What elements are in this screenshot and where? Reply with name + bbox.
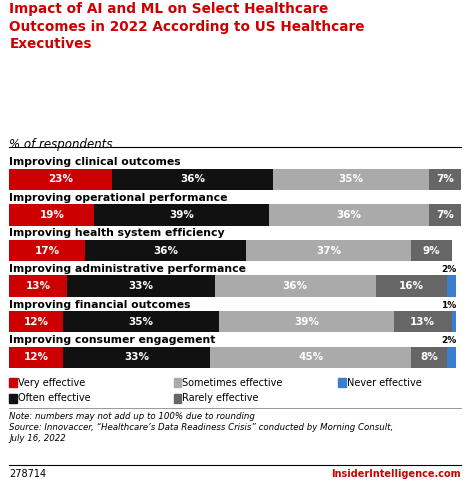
- Text: 12%: 12%: [24, 352, 49, 362]
- Text: 7%: 7%: [436, 174, 454, 185]
- Bar: [211, 346, 411, 368]
- Text: 13%: 13%: [26, 281, 51, 291]
- Text: 19%: 19%: [39, 210, 64, 220]
- Bar: [9, 275, 68, 297]
- Text: Never effective: Never effective: [347, 378, 422, 387]
- Bar: [452, 311, 456, 332]
- Text: 45%: 45%: [298, 352, 323, 362]
- Bar: [86, 240, 246, 261]
- Text: Rarely effective: Rarely effective: [182, 394, 259, 403]
- Text: 8%: 8%: [421, 352, 438, 362]
- Bar: [9, 311, 63, 332]
- Text: Improving operational performance: Improving operational performance: [9, 193, 228, 203]
- Text: 35%: 35%: [129, 317, 154, 327]
- Text: Sometimes effective: Sometimes effective: [182, 378, 283, 387]
- Text: 16%: 16%: [399, 281, 424, 291]
- Text: 7%: 7%: [436, 210, 454, 220]
- Bar: [68, 275, 215, 297]
- Text: 2%: 2%: [441, 265, 456, 274]
- Text: 17%: 17%: [35, 245, 60, 256]
- Bar: [246, 240, 411, 261]
- Text: Improving clinical outcomes: Improving clinical outcomes: [9, 157, 181, 167]
- Text: % of respondents: % of respondents: [9, 138, 113, 151]
- Bar: [268, 204, 429, 226]
- Text: InsiderIntelligence.com: InsiderIntelligence.com: [331, 469, 461, 480]
- Text: 278714: 278714: [9, 469, 47, 480]
- Text: Improving health system efficiency: Improving health system efficiency: [9, 228, 225, 239]
- Text: 39%: 39%: [294, 317, 319, 327]
- Bar: [376, 275, 447, 297]
- Bar: [112, 169, 273, 190]
- Bar: [9, 346, 63, 368]
- Bar: [9, 240, 86, 261]
- Text: 36%: 36%: [153, 245, 178, 256]
- Text: 36%: 36%: [283, 281, 308, 291]
- Text: 39%: 39%: [169, 210, 194, 220]
- Bar: [219, 311, 393, 332]
- Text: Impact of AI and ML on Select Healthcare
Outcomes in 2022 According to US Health: Impact of AI and ML on Select Healthcare…: [9, 2, 365, 51]
- Bar: [63, 346, 211, 368]
- Bar: [411, 240, 452, 261]
- Text: Very effective: Very effective: [18, 378, 85, 387]
- Bar: [429, 204, 461, 226]
- Bar: [9, 169, 112, 190]
- Bar: [393, 311, 452, 332]
- Bar: [447, 275, 456, 297]
- Bar: [429, 169, 461, 190]
- Text: 2%: 2%: [441, 336, 456, 345]
- Text: Improving administrative performance: Improving administrative performance: [9, 264, 246, 274]
- Text: Improving consumer engagement: Improving consumer engagement: [9, 335, 216, 345]
- Text: 9%: 9%: [423, 245, 440, 256]
- Bar: [63, 311, 219, 332]
- Bar: [273, 169, 429, 190]
- Bar: [215, 275, 376, 297]
- Text: Improving financial outcomes: Improving financial outcomes: [9, 299, 191, 310]
- Text: 33%: 33%: [124, 352, 149, 362]
- Text: Often effective: Often effective: [18, 394, 91, 403]
- Text: Note: numbers may not add up to 100% due to rounding
Source: Innovaccer, “Health: Note: numbers may not add up to 100% due…: [9, 412, 394, 443]
- Text: 23%: 23%: [48, 174, 73, 185]
- Bar: [9, 204, 94, 226]
- Bar: [447, 346, 456, 368]
- Bar: [411, 346, 447, 368]
- Text: 13%: 13%: [410, 317, 435, 327]
- Text: 36%: 36%: [180, 174, 205, 185]
- Bar: [94, 204, 268, 226]
- Text: 33%: 33%: [129, 281, 154, 291]
- Text: 35%: 35%: [339, 174, 364, 185]
- Text: 37%: 37%: [316, 245, 341, 256]
- Text: 36%: 36%: [337, 210, 361, 220]
- Text: 1%: 1%: [441, 300, 456, 310]
- Text: 12%: 12%: [24, 317, 49, 327]
